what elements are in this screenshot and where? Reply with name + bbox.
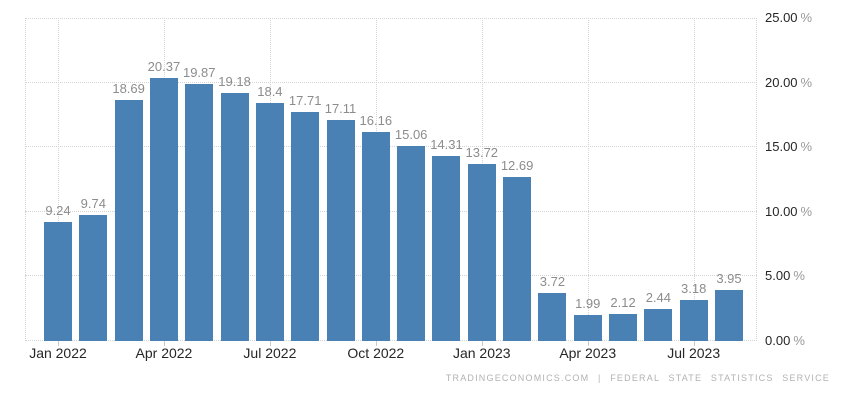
bar-may-2022[interactable]	[185, 84, 214, 341]
bar-jul-2022[interactable]	[255, 103, 284, 341]
bar-jun-2022[interactable]	[220, 93, 249, 341]
y-axis-label: 20.00%	[765, 75, 812, 90]
y-axis-label: 15.00%	[765, 139, 812, 154]
y-axis-value: 5.00	[765, 268, 791, 284]
bar-value-label: 18.69	[112, 80, 145, 96]
x-axis-label: Jan 2022	[29, 345, 87, 361]
bar-value-label: 19.18	[218, 74, 251, 90]
y-axis-label: 10.00%	[765, 204, 812, 219]
plot-border-line	[756, 18, 757, 341]
y-axis-value: 0.00	[765, 333, 791, 348]
bar-dec-2022[interactable]	[432, 156, 461, 341]
bar-value-label: 20.37	[147, 58, 181, 74]
bar-sep-2022[interactable]	[326, 119, 355, 341]
vertical-gridline	[587, 18, 589, 341]
bar-feb-2022[interactable]	[79, 215, 108, 341]
x-axis-label: Jul 2023	[667, 345, 721, 361]
horizontal-gridline	[25, 18, 757, 19]
bar-value-label: 9.74	[80, 196, 106, 212]
bar-aug-2023[interactable]	[715, 289, 743, 341]
bar-apr-2022[interactable]	[149, 77, 178, 341]
vertical-gridline	[693, 18, 695, 341]
bar-may-2023[interactable]	[609, 313, 638, 341]
plot-area: 9.24 9.74 18.69 20.37 19.87 19.18 18.4 17.71 17.…	[25, 18, 757, 341]
y-axis-unit: %	[800, 139, 813, 155]
bar-apr-2023[interactable]	[573, 315, 602, 341]
bar-value-label: 9.24	[45, 202, 71, 218]
x-axis-label: Apr 2023	[559, 345, 617, 361]
y-axis-label: 25.00%	[765, 10, 812, 25]
horizontal-gridline	[25, 210, 757, 212]
bar-value-label: 1.99	[575, 296, 601, 312]
bar-jan-2022[interactable]	[44, 221, 72, 341]
bar-nov-2022[interactable]	[397, 146, 426, 341]
x-axis-tick	[693, 341, 695, 346]
y-axis-value: 10.00	[765, 203, 798, 219]
x-axis-tick	[163, 341, 165, 346]
horizontal-gridline	[25, 146, 757, 148]
bar-value-label: 3.18	[681, 280, 707, 296]
bar-value-label: 14.31	[430, 137, 463, 153]
y-axis-value: 25.00	[765, 10, 798, 25]
y-axis-label: 0.00%	[765, 333, 805, 348]
bar-jun-2023[interactable]	[644, 309, 673, 341]
x-axis-tick	[58, 341, 59, 346]
y-axis-value: 20.00	[765, 74, 798, 90]
y-axis-unit: %	[793, 268, 805, 284]
x-axis-label: Jul 2022	[243, 345, 297, 361]
bar-value-label: 2.12	[610, 294, 636, 310]
bar-oct-2022[interactable]	[361, 132, 390, 341]
bar-feb-2023[interactable]	[503, 177, 532, 341]
x-axis-tick	[375, 341, 377, 346]
y-axis-unit: %	[800, 74, 813, 90]
vertical-gridline	[58, 18, 59, 341]
bar-value-label: 16.16	[359, 113, 393, 129]
horizontal-gridline	[25, 340, 757, 341]
bar-value-label: 18.4	[257, 84, 283, 100]
bar-value-label: 17.11	[324, 100, 357, 116]
x-axis-label: Oct 2022	[347, 345, 405, 361]
x-axis-tick	[269, 341, 271, 346]
y-axis-value: 15.00	[765, 139, 798, 155]
bar-jan-2023[interactable]	[467, 163, 496, 341]
x-axis-tick	[587, 341, 589, 346]
bar-value-label: 3.95	[716, 270, 742, 286]
y-axis-unit: %	[800, 10, 813, 25]
y-axis-unit: %	[793, 333, 805, 348]
bar-mar-2022[interactable]	[114, 99, 143, 341]
bar-mar-2023[interactable]	[538, 292, 567, 341]
bar-value-label: 3.72	[539, 273, 566, 289]
bar-value-label: 12.69	[500, 158, 534, 174]
bar-value-label: 13.72	[465, 144, 499, 160]
bar-value-label: 17.71	[288, 93, 322, 109]
horizontal-gridline	[25, 81, 757, 83]
x-axis-label: Jan 2023	[452, 345, 511, 361]
bar-value-label: 2.44	[645, 290, 672, 306]
x-axis-tick	[481, 341, 483, 346]
y-axis-label: 5.00%	[765, 268, 805, 283]
bar-aug-2022[interactable]	[291, 112, 320, 341]
bar-value-label: 19.87	[182, 65, 216, 81]
bar-jul-2023[interactable]	[679, 299, 708, 341]
source-attribution: TRADINGECONOMICS.COM | FEDERAL STATE STA…	[445, 373, 830, 383]
bar-value-label: 15.06	[394, 127, 428, 143]
horizontal-gridline	[25, 275, 757, 277]
plot-border-line	[25, 18, 26, 341]
y-axis-unit: %	[800, 203, 813, 219]
x-axis-label: Apr 2022	[135, 345, 193, 361]
